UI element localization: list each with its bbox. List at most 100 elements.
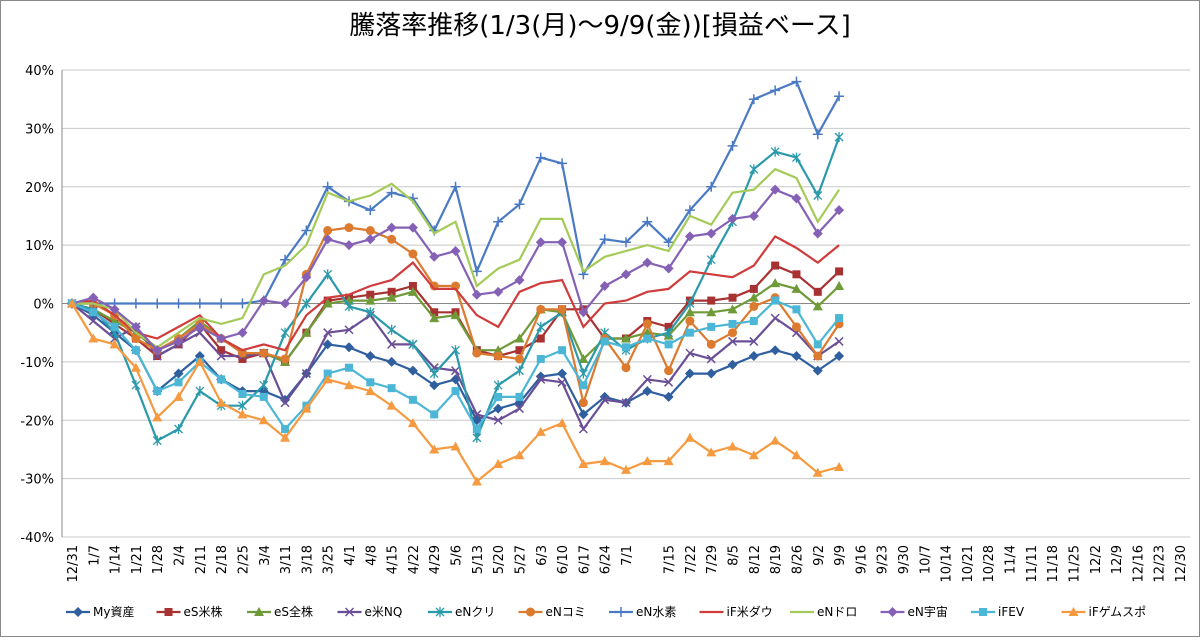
data-point [365,234,376,245]
x-tick-label: 2/4 [173,545,188,566]
data-point [835,314,844,323]
x-tick-label: 12/16 [1131,545,1146,582]
data-point [557,418,568,428]
data-point [344,240,354,251]
legend-item: e米NQ [337,605,402,619]
data-point [258,295,269,306]
data-point [429,313,440,323]
data-point [450,310,461,320]
data-point [131,334,141,344]
data-point [536,374,546,384]
legend-marker [887,607,898,617]
x-tick-label: 11/18 [1046,545,1061,582]
x-tick-label: 5/20 [492,545,507,574]
x-tick-label: 9/30 [897,545,912,574]
y-tick-label: -20% [20,414,54,429]
data-point [621,363,631,373]
data-point [642,374,652,384]
data-point [386,187,397,198]
x-tick-label: 6/17 [577,545,592,574]
data-point [771,261,780,270]
data-point [685,316,695,326]
data-point [536,304,546,314]
data-point [237,409,248,419]
data-point [812,228,823,239]
data-point [344,325,354,335]
data-point [471,289,482,300]
legend-label: eS全株 [274,604,313,619]
data-point [344,342,354,353]
x-tick-label: 7/22 [684,545,699,574]
data-point [280,254,291,265]
data-point [88,292,99,303]
x-tick-label: 10/14 [940,545,955,582]
x-tick-label: 4/29 [428,545,443,574]
x-tick-label: 3/25 [322,545,337,574]
x-tick-label: 8/12 [748,545,763,574]
data-point [642,386,653,397]
legend-item: eS全株 [247,604,313,619]
x-tick-label: 1/21 [130,545,145,574]
data-point [557,237,568,248]
data-point [173,391,184,401]
data-point [727,304,738,314]
data-point [813,287,822,296]
data-point [216,298,227,309]
data-point [748,292,759,302]
data-point [664,366,674,376]
data-point [834,280,845,290]
data-point [217,346,226,355]
legend-item: eN水素 [609,605,676,619]
data-point [153,387,162,396]
legend-item: iFEV [971,605,1025,619]
data-point [493,459,504,469]
data-point [109,316,120,326]
data-point [258,415,269,425]
data-point [408,339,418,350]
data-point [536,334,545,343]
data-point [621,464,631,474]
x-tick-label: 10/21 [961,545,976,582]
legend-marker [435,607,445,617]
data-point [834,336,844,346]
data-point [174,424,183,435]
x-tick-label: 12/9 [1110,545,1125,574]
data-point [472,348,482,358]
y-tick-label: 10% [25,239,54,254]
data-point [599,280,610,291]
data-point [429,380,440,391]
data-point [663,237,674,248]
data-point [301,298,311,309]
legend-item: eNコミ [518,605,586,619]
data-point [494,392,503,401]
data-point [130,362,141,372]
data-point [323,328,333,338]
data-point [173,336,184,347]
data-point [599,456,610,466]
data-point [493,286,504,297]
data-point [344,380,354,390]
data-point [706,228,717,239]
x-tick-label: 9/9 [833,545,848,566]
x-tick-label: 1/14 [109,545,124,574]
data-point [770,313,780,323]
data-point [194,356,205,366]
data-point [450,441,461,451]
legend-label: My資産 [93,604,134,619]
series-line [72,167,841,349]
data-point [493,216,504,227]
data-point [387,339,397,349]
data-point [323,269,333,280]
y-tick-label: 20% [25,181,54,196]
data-point [237,327,248,338]
data-point [514,333,525,343]
data-point [728,293,737,302]
data-point [195,328,205,338]
data-point [621,237,631,248]
chart-title: 騰落率推移(1/3(月)～9/9(金))[損益ベース] [349,11,851,41]
data-point [749,336,759,346]
data-point [280,398,290,408]
data-point [578,409,589,420]
data-point [663,263,674,274]
